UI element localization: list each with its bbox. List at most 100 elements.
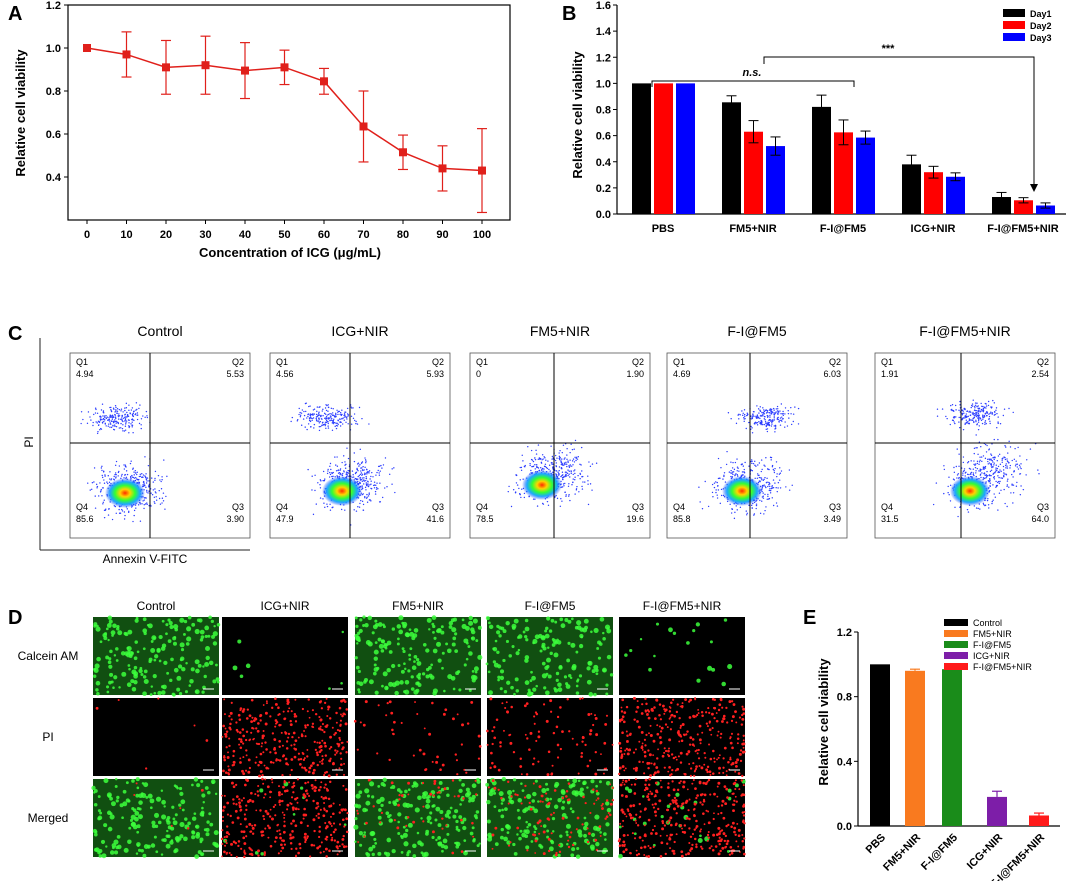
- micro-red-cell: [633, 768, 635, 770]
- micro-red-cell: [717, 735, 719, 737]
- flow-event-dot: [103, 412, 104, 413]
- micro-red-cell: [533, 715, 535, 717]
- flow-event-dot: [784, 421, 785, 422]
- flow-event-dot: [366, 485, 367, 486]
- flow-event-dot: [991, 465, 992, 466]
- micro-red-cell: [709, 728, 712, 731]
- flow-event-dot: [562, 486, 563, 487]
- flow-event-dot: [986, 415, 987, 416]
- flow-event-dot: [115, 465, 116, 466]
- flow-event-dot: [777, 491, 778, 492]
- flow-event-dot: [958, 421, 959, 422]
- micro-green-cell: [111, 801, 116, 806]
- panel-letter-a: A: [8, 3, 22, 25]
- flow-event-dot: [569, 467, 570, 468]
- micro-green-cell: [153, 637, 156, 640]
- micro-red-cell: [587, 765, 590, 768]
- flow-event-dot: [353, 418, 354, 419]
- micro-red-cell: [723, 715, 726, 718]
- flow-event-dot: [952, 410, 953, 411]
- flow-event-dot: [98, 495, 99, 496]
- micro-green-cell: [100, 640, 103, 643]
- flow-event-dot: [990, 411, 991, 412]
- flow-event-dot: [741, 475, 742, 476]
- micro-red-cell: [305, 838, 308, 841]
- flow-event-dot: [757, 424, 758, 425]
- flow-event-dot: [560, 498, 561, 499]
- flow-event-dot: [111, 478, 112, 479]
- flow-q3-name: Q3: [829, 502, 841, 512]
- flow-event-dot: [950, 485, 951, 486]
- flow-event-dot: [310, 426, 311, 427]
- micro-green-cell: [474, 666, 479, 671]
- flow-q1-value: 4.56: [276, 369, 294, 379]
- flow-event-dot: [757, 414, 758, 415]
- micro-green-cell: [201, 635, 205, 639]
- flow-event-dot: [1006, 463, 1007, 464]
- flow-event-dot: [992, 457, 993, 458]
- micro-green-cell: [398, 615, 403, 620]
- flow-event-dot: [556, 457, 557, 458]
- flow-event-dot: [994, 457, 995, 458]
- flow-event-dot: [992, 400, 993, 401]
- flow-event-dot: [977, 461, 978, 462]
- flow-event-dot: [133, 471, 134, 472]
- flow-event-dot: [515, 491, 516, 492]
- flow-event-dot: [92, 422, 93, 423]
- flow-event-dot: [565, 494, 566, 495]
- micro-red-cell: [644, 744, 646, 746]
- flow-event-dot: [995, 467, 996, 468]
- micro-red-cell: [236, 729, 238, 731]
- flow-event-dot: [976, 410, 977, 411]
- micro-red-cell: [694, 697, 696, 699]
- flow-event-dot: [970, 474, 971, 475]
- flow-event-dot: [561, 467, 562, 468]
- flow-q4-value: 85.8: [673, 514, 691, 524]
- micro-red-cell: [232, 764, 234, 766]
- flow-event-dot: [322, 422, 323, 423]
- flow-event-dot: [981, 456, 982, 457]
- flow-event-dot: [379, 483, 380, 484]
- micro-red-cell: [300, 821, 303, 824]
- micro-green-cell: [504, 690, 507, 693]
- micro-green-cell: [96, 681, 101, 686]
- micro-red-cell: [323, 807, 325, 809]
- micro-red-cell: [652, 754, 654, 756]
- micro-red-cell: [340, 714, 342, 716]
- micro-green-cell: [568, 674, 571, 677]
- flow-event-dot: [145, 503, 146, 504]
- micro-red-cell: [600, 753, 602, 755]
- flow-event-dot: [535, 450, 536, 451]
- micro-red-cell: [339, 730, 341, 732]
- micro-green-cell: [95, 627, 100, 632]
- flow-event-dot: [974, 448, 975, 449]
- flow-event-dot: [792, 485, 793, 486]
- micro-red-cell: [230, 854, 232, 856]
- flow-event-dot: [290, 421, 291, 422]
- micro-red-cell: [336, 841, 339, 844]
- flow-event-dot: [379, 466, 380, 467]
- micro-green-cell: [105, 845, 107, 847]
- flow-event-dot: [1008, 441, 1009, 442]
- micro-red-cell: [316, 815, 318, 817]
- flow-event-dot: [781, 420, 782, 421]
- flow-event-dot: [524, 497, 525, 498]
- flow-event-dot: [146, 502, 147, 503]
- flow-event-dot: [101, 428, 102, 429]
- micro-green-cell: [166, 844, 171, 849]
- micro-red-cell: [698, 757, 700, 759]
- flow-event-dot: [524, 493, 525, 494]
- micro-red-cell: [289, 774, 291, 776]
- micro-red-cell: [242, 735, 245, 738]
- micro-red-cell: [273, 738, 275, 740]
- micro-red-cell: [249, 767, 251, 769]
- micro-green-cell: [131, 815, 136, 820]
- flow-event-dot: [1003, 472, 1004, 473]
- flow-event-dot: [994, 472, 995, 473]
- micro-green-cell: [137, 650, 140, 653]
- micro-red-cell: [626, 731, 628, 733]
- micro-green-cell: [233, 665, 238, 670]
- flow-event-dot: [959, 507, 960, 508]
- micro-red-cell: [694, 770, 696, 772]
- micro-red-cell: [224, 795, 226, 797]
